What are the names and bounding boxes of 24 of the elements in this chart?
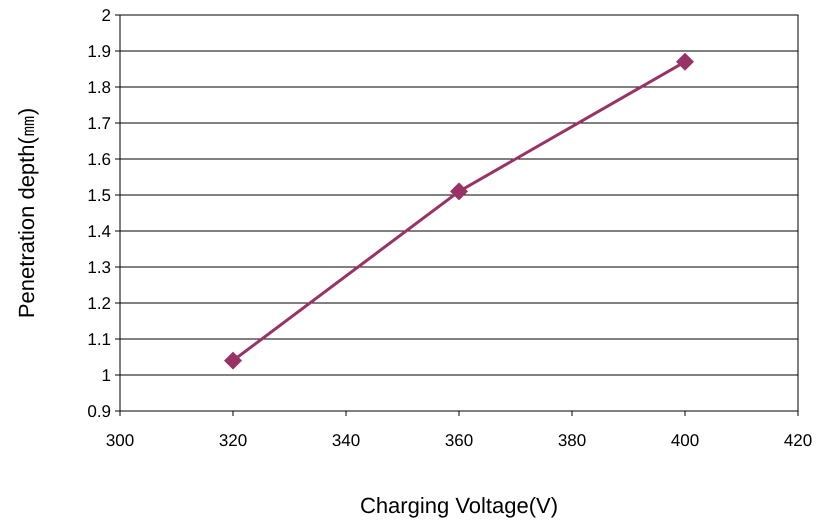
y-tick-label: 1.6 — [87, 150, 111, 169]
x-tick-label: 420 — [784, 431, 812, 450]
point — [676, 52, 694, 71]
y-tick-label: 1.2 — [87, 294, 111, 313]
point — [224, 352, 242, 370]
y-tick-label: 1.5 — [87, 186, 111, 205]
x-tick-label: 300 — [106, 431, 134, 450]
y-tick-label: 2 — [102, 6, 111, 25]
y-tick-label: 1.1 — [87, 330, 111, 349]
y-tick-label: 1.9 — [87, 42, 111, 61]
y-tick-label: 1.3 — [87, 258, 111, 277]
y-tick-label: 0.9 — [87, 402, 111, 421]
y-tick-label: 1.7 — [87, 114, 111, 133]
y-axis-title: Penetration depth(㎜) — [14, 108, 39, 318]
x-axis-title: Charging Voltage(V) — [360, 493, 558, 518]
x-tick-label: 400 — [670, 431, 700, 450]
x-tick-label: 320 — [218, 431, 248, 450]
x-tick-label: 380 — [558, 431, 586, 450]
y-tick-label: 1.4 — [87, 222, 111, 241]
x-tick-label: 360 — [444, 431, 474, 450]
point — [450, 182, 468, 200]
y-tick-label: 1 — [102, 366, 111, 385]
x-tick-label: 340 — [332, 431, 360, 450]
y-tick-label: 1.8 — [87, 78, 111, 97]
